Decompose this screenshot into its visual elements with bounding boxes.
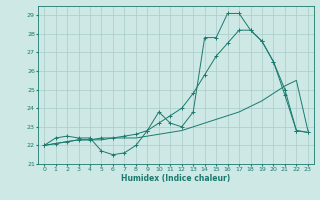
X-axis label: Humidex (Indice chaleur): Humidex (Indice chaleur): [121, 174, 231, 183]
